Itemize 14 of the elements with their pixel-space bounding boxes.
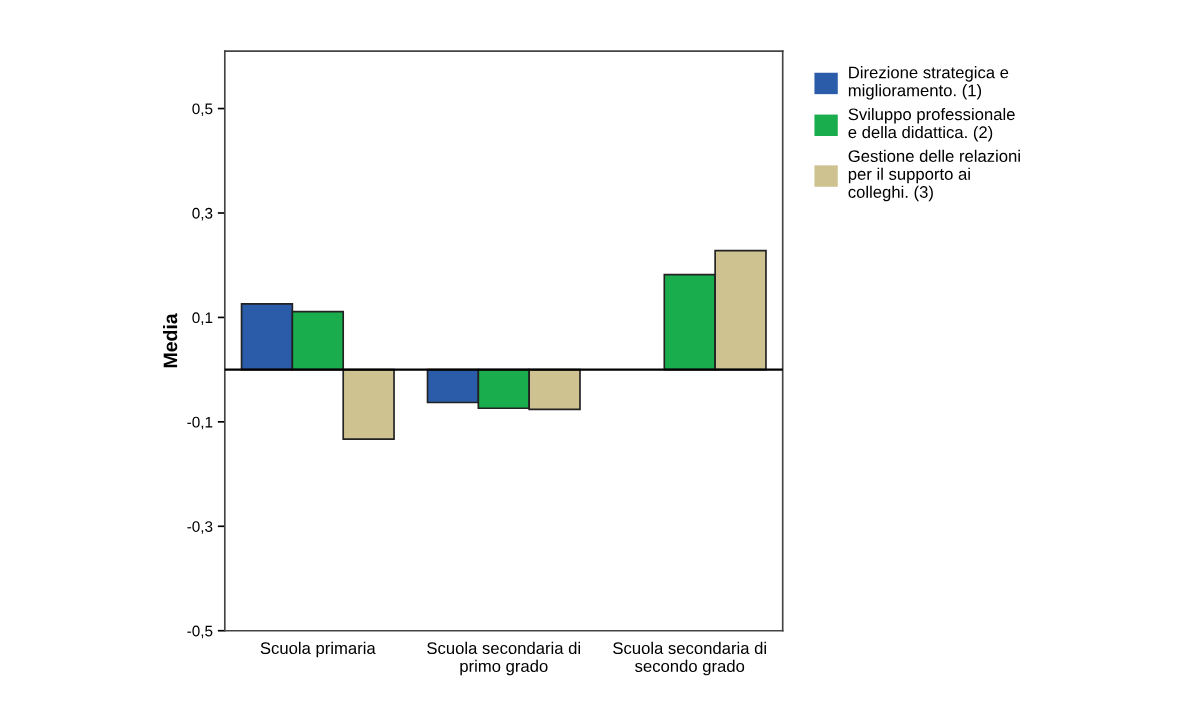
y-tick-label: 0,1 <box>192 312 213 325</box>
y-tick-label: -0,3 <box>187 521 213 534</box>
y-tick-label: 0,5 <box>192 103 213 117</box>
x-tick-label: Scuola secondaria di secondo grado <box>613 641 766 676</box>
legend-label: Sviluppo professionale e della didattica. (2) <box>848 107 1015 142</box>
y-tick-label: 0,3 <box>192 207 213 221</box>
x-tick-label: Scuola primaria <box>260 641 376 658</box>
y-tick-label: -0,5 <box>187 625 213 639</box>
legend-label: Gestione delle relazioni per il supporto ai colleghi. (3) <box>848 149 1020 202</box>
x-tick-label: Scuola secondaria di primo grado <box>427 641 580 676</box>
legend-label: Direzione strategica e miglioramento. (1) <box>848 66 1009 100</box>
bar <box>342 368 395 440</box>
y-axis-title: Media <box>163 313 178 368</box>
y-tick-label: -0,1 <box>187 416 213 430</box>
